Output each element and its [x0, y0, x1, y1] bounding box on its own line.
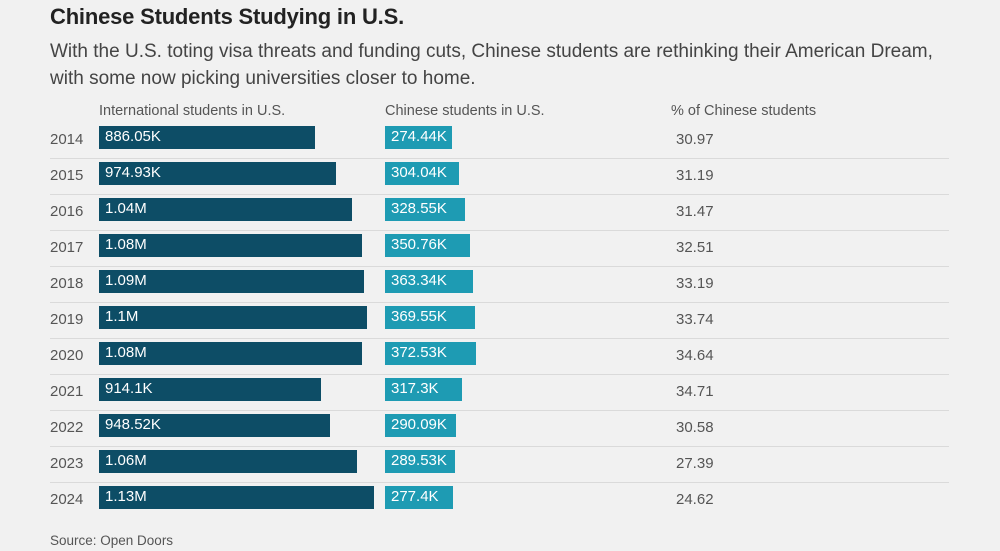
table-row: 2018 1.09M 363.34K 33.19	[50, 266, 949, 303]
bar-international	[99, 162, 336, 185]
bar-international-label: 914.1K	[105, 380, 153, 397]
bar-chinese	[385, 378, 462, 401]
bar-chinese	[385, 234, 470, 257]
bar-international	[99, 342, 362, 365]
bar-international	[99, 198, 352, 221]
percent-value: 31.19	[676, 167, 714, 184]
year-label: 2019	[50, 311, 84, 328]
bar-international	[99, 378, 321, 401]
bar-chinese	[385, 342, 476, 365]
percent-value: 33.74	[676, 311, 714, 328]
percent-value: 32.51	[676, 239, 714, 256]
table-row: 2014 886.05K 274.44K 30.97	[50, 122, 949, 159]
bar-chinese-label: 290.09K	[391, 416, 447, 433]
table-row: 2023 1.06M 289.53K 27.39	[50, 446, 949, 483]
percent-value: 27.39	[676, 455, 714, 472]
bar-chinese	[385, 450, 455, 473]
bar-international-label: 1.08M	[105, 344, 147, 361]
bar-international-label: 948.52K	[105, 416, 161, 433]
table-row: 2020 1.08M 372.53K 34.64	[50, 338, 949, 375]
chart-title: Chinese Students Studying in U.S.	[50, 4, 404, 29]
bar-international-label: 1.04M	[105, 200, 147, 217]
table-row: 2024 1.13M 277.4K 24.62	[50, 482, 949, 518]
year-label: 2022	[50, 419, 84, 436]
bar-chinese	[385, 270, 473, 293]
bar-international	[99, 450, 357, 473]
percent-value: 30.97	[676, 131, 714, 148]
year-label: 2018	[50, 275, 84, 292]
bar-international-label: 1.1M	[105, 308, 139, 325]
bar-chinese	[385, 162, 459, 185]
year-label: 2021	[50, 383, 84, 400]
bar-international-label: 974.93K	[105, 164, 161, 181]
bar-chinese	[385, 306, 475, 329]
bar-international-label: 886.05K	[105, 128, 161, 145]
source-note: Source: Open Doors	[50, 533, 174, 548]
bar-chinese-label: 350.76K	[391, 236, 447, 253]
year-label: 2024	[50, 491, 84, 508]
bar-chinese-label: 328.55K	[391, 200, 447, 217]
bar-chinese	[385, 414, 456, 437]
percent-value: 31.47	[676, 203, 714, 220]
column-header-international: International students in U.S.	[99, 103, 286, 119]
bar-international	[99, 126, 315, 149]
bar-international-label: 1.13M	[105, 488, 147, 505]
table-row: 2021 914.1K 317.3K 34.71	[50, 374, 949, 411]
bar-international	[99, 486, 374, 509]
table-row: 2017 1.08M 350.76K 32.51	[50, 230, 949, 267]
chart-subtitle: With the U.S. toting visa threats and fu…	[50, 41, 933, 89]
year-label: 2016	[50, 203, 84, 220]
table-row: 2015 974.93K 304.04K 31.19	[50, 158, 949, 195]
bar-international	[99, 234, 362, 257]
table-row: 2022 948.52K 290.09K 30.58	[50, 410, 949, 447]
bar-chinese-label: 363.34K	[391, 272, 447, 289]
bar-chinese-label: 372.53K	[391, 344, 447, 361]
year-label: 2020	[50, 347, 84, 364]
bar-international-label: 1.09M	[105, 272, 147, 289]
bar-chinese-label: 304.04K	[391, 164, 447, 181]
table-row: 2019 1.1M 369.55K 33.74	[50, 302, 949, 339]
bar-international-label: 1.08M	[105, 236, 147, 253]
bar-chinese	[385, 198, 465, 221]
percent-value: 33.19	[676, 275, 714, 292]
year-label: 2017	[50, 239, 84, 256]
column-header-chinese: Chinese students in U.S.	[385, 103, 545, 119]
bar-international-label: 1.06M	[105, 452, 147, 469]
percent-value: 30.58	[676, 419, 714, 436]
bar-chinese	[385, 126, 452, 149]
year-label: 2023	[50, 455, 84, 472]
bar-chinese-label: 369.55K	[391, 308, 447, 325]
bar-international	[99, 414, 330, 437]
percent-value: 34.64	[676, 347, 714, 364]
column-header-percent: % of Chinese students	[671, 103, 817, 119]
bar-chinese-label: 289.53K	[391, 452, 447, 469]
bar-chinese-label: 277.4K	[391, 488, 439, 505]
bar-international	[99, 270, 364, 293]
bar-international	[99, 306, 367, 329]
percent-value: 24.62	[676, 491, 714, 508]
table-row: 2016 1.04M 328.55K 31.47	[50, 194, 949, 231]
year-label: 2014	[50, 131, 84, 148]
bar-chinese-label: 274.44K	[391, 128, 447, 145]
bar-chinese-label: 317.3K	[391, 380, 439, 397]
bar-chinese	[385, 486, 453, 509]
year-label: 2015	[50, 167, 84, 184]
percent-value: 34.71	[676, 383, 714, 400]
